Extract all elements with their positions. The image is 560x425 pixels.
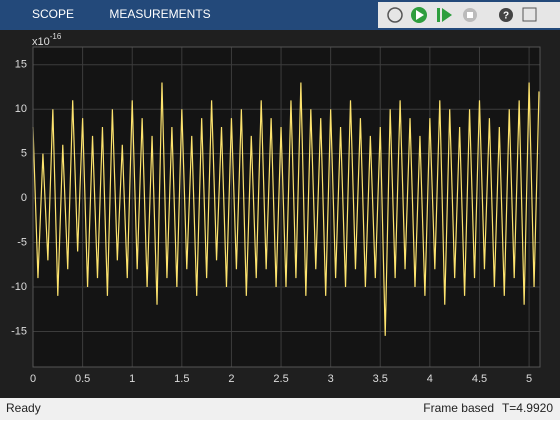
- axes: [33, 47, 540, 367]
- status-text: Ready: [6, 401, 41, 415]
- status-time: T=4.9920: [502, 401, 553, 415]
- help-icon: ?: [503, 11, 509, 22]
- tab[interactable]: SCOPE: [32, 7, 74, 21]
- y-tick-label: 0: [21, 192, 27, 204]
- x-tick-label: 2: [228, 373, 234, 385]
- exponent: -16: [50, 32, 62, 41]
- y-tick-label: -10: [11, 281, 27, 293]
- step-button[interactable]: [437, 8, 440, 22]
- tab[interactable]: MEASUREMENTS: [109, 7, 210, 21]
- x-tick-label: 5: [526, 373, 532, 385]
- y-tick-label: -15: [11, 325, 27, 337]
- x-tick-label: 0.5: [75, 373, 90, 385]
- x-tick-label: 1: [129, 373, 135, 385]
- x-tick-label: 0: [30, 373, 36, 385]
- exponent-base: x10: [32, 36, 50, 48]
- status-mode: Frame based: [423, 401, 494, 415]
- x-tick-label: 4: [427, 373, 433, 385]
- x-tick-label: 1.5: [174, 373, 189, 385]
- y-tick-label: 15: [15, 59, 27, 71]
- y-tick-label: 10: [15, 103, 27, 115]
- x-tick-label: 3: [328, 373, 334, 385]
- status-bar: [0, 398, 560, 420]
- settings-icon[interactable]: [387, 7, 403, 23]
- step-icon: [442, 8, 452, 22]
- x-tick-label: 3.5: [373, 373, 388, 385]
- y-tick-label: 5: [21, 148, 27, 160]
- x-tick-label: 2.5: [273, 373, 288, 385]
- undock-button[interactable]: [522, 7, 537, 22]
- signal-line: [32, 82, 540, 336]
- y-tick-label: -5: [17, 236, 27, 248]
- help-button[interactable]: [499, 8, 513, 22]
- y-exponent: x10-16: [32, 32, 62, 48]
- run-icon: [416, 10, 424, 20]
- axes-border: [32, 46, 541, 368]
- stop-icon: [467, 12, 473, 18]
- x-tick-label: 4.5: [472, 373, 487, 385]
